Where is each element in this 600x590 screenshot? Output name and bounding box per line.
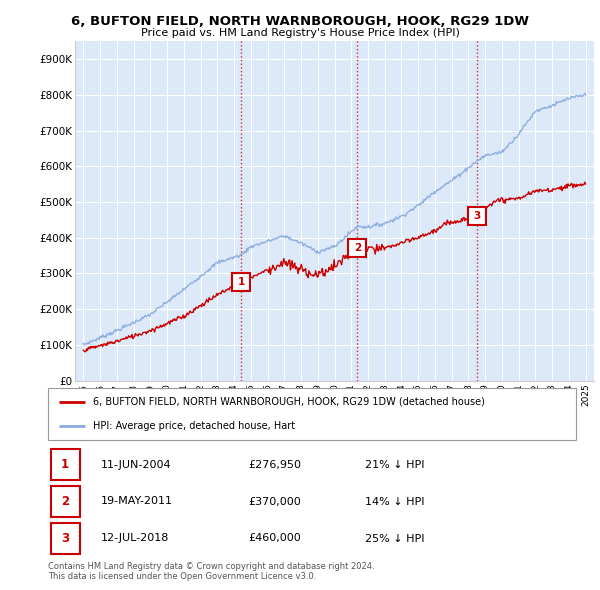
Text: 6, BUFTON FIELD, NORTH WARNBOROUGH, HOOK, RG29 1DW (detached house): 6, BUFTON FIELD, NORTH WARNBOROUGH, HOOK… [93, 396, 485, 407]
Text: Price paid vs. HM Land Registry's House Price Index (HPI): Price paid vs. HM Land Registry's House … [140, 28, 460, 38]
Bar [50, 523, 80, 554]
Text: 3: 3 [473, 211, 481, 221]
Text: 2: 2 [61, 495, 69, 508]
Bar [50, 449, 80, 480]
Text: 1: 1 [61, 458, 69, 471]
Text: 14% ↓ HPI: 14% ↓ HPI [365, 497, 424, 506]
Text: £276,950: £276,950 [248, 460, 302, 470]
Text: 3: 3 [61, 532, 69, 545]
Text: 1: 1 [238, 277, 245, 287]
Text: HPI: Average price, detached house, Hart: HPI: Average price, detached house, Hart [93, 421, 295, 431]
Bar [50, 486, 80, 517]
Text: 25% ↓ HPI: 25% ↓ HPI [365, 533, 424, 543]
Text: £370,000: £370,000 [248, 497, 301, 506]
Text: 21% ↓ HPI: 21% ↓ HPI [365, 460, 424, 470]
Text: 2: 2 [354, 244, 361, 254]
Text: 6, BUFTON FIELD, NORTH WARNBOROUGH, HOOK, RG29 1DW: 6, BUFTON FIELD, NORTH WARNBOROUGH, HOOK… [71, 15, 529, 28]
Text: 11-JUN-2004: 11-JUN-2004 [101, 460, 172, 470]
Text: £460,000: £460,000 [248, 533, 301, 543]
Text: 12-JUL-2018: 12-JUL-2018 [101, 533, 169, 543]
Text: 19-MAY-2011: 19-MAY-2011 [101, 497, 173, 506]
Text: Contains HM Land Registry data © Crown copyright and database right 2024.
This d: Contains HM Land Registry data © Crown c… [48, 562, 374, 581]
